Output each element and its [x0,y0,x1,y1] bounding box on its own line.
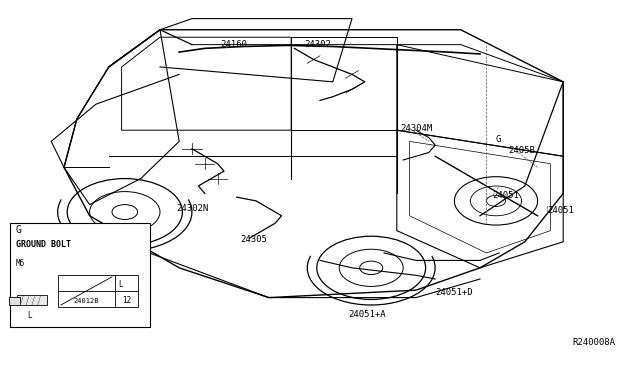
Text: 24051+A: 24051+A [349,310,387,319]
Text: R240008A: R240008A [573,338,616,347]
FancyBboxPatch shape [10,223,150,327]
Text: 24305: 24305 [240,235,267,244]
Text: 24051: 24051 [547,206,574,215]
FancyBboxPatch shape [17,295,47,305]
Text: 24012B: 24012B [74,298,99,304]
Text: G: G [496,135,501,144]
Text: 24302N: 24302N [176,204,208,213]
Text: 24051: 24051 [493,191,520,200]
Text: L: L [118,280,123,289]
Text: 24160: 24160 [221,40,248,49]
Text: 12: 12 [122,296,131,305]
Text: G: G [16,224,22,234]
Text: 24051+D: 24051+D [435,288,473,296]
Text: 2405B: 2405B [509,146,536,155]
Text: 24302: 24302 [304,40,331,49]
Text: L: L [27,311,31,320]
FancyBboxPatch shape [9,297,20,305]
Text: 24304M: 24304M [400,124,432,133]
Text: GROUND BOLT: GROUND BOLT [16,240,71,249]
Text: M6: M6 [16,259,25,268]
FancyBboxPatch shape [58,275,138,307]
